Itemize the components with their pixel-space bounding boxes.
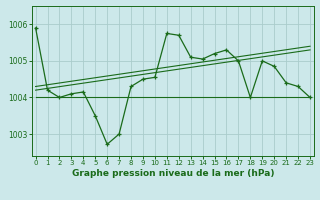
X-axis label: Graphe pression niveau de la mer (hPa): Graphe pression niveau de la mer (hPa): [72, 169, 274, 178]
